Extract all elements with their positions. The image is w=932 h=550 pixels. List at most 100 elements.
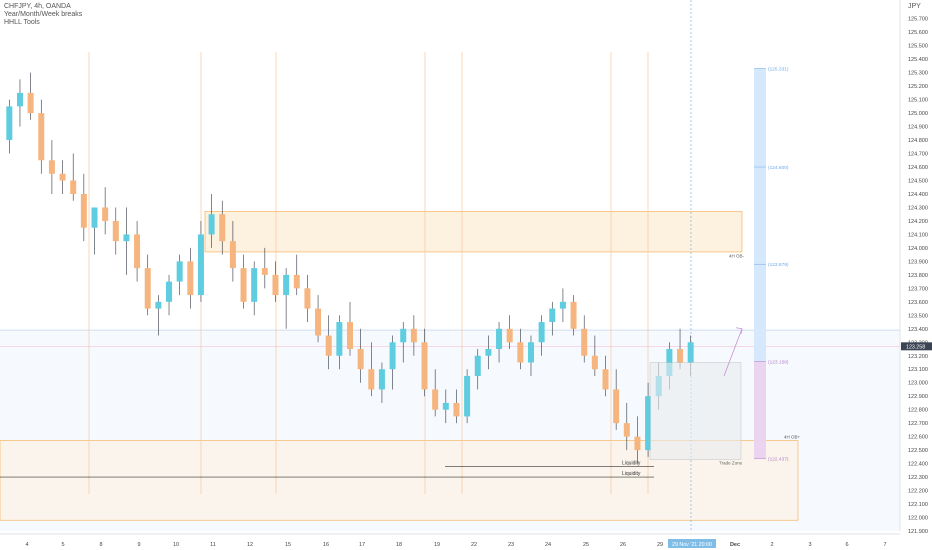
candle-body xyxy=(272,274,279,296)
y-tick-label: 125.500 xyxy=(908,44,928,50)
candle xyxy=(219,200,226,255)
candle xyxy=(6,99,13,154)
x-tick-label: 10 xyxy=(173,542,179,548)
candle xyxy=(336,315,343,370)
x-tick-label: 24 xyxy=(545,542,551,548)
candle-body xyxy=(283,274,290,296)
y-tick-label: 122.800 xyxy=(908,408,928,414)
candle-body xyxy=(570,301,577,329)
y-tick-label: 122.300 xyxy=(908,475,928,481)
x-tick-label: 15 xyxy=(285,542,291,548)
ob-upper-label: 4H OB- xyxy=(729,254,745,259)
level-label-level_stop: (122.437) xyxy=(768,457,789,463)
y-tick-label: 124.300 xyxy=(908,205,928,211)
candle xyxy=(517,328,524,370)
y-tick-label: 124.100 xyxy=(908,232,928,238)
indicator-breaks[interactable]: Year/Month/Week breaks xyxy=(4,11,83,18)
candle-body xyxy=(123,234,130,242)
candle-body xyxy=(634,436,641,451)
candle xyxy=(421,328,428,397)
x-tick-label: 23 xyxy=(508,542,514,548)
x-tick-label: Dec xyxy=(730,542,740,548)
x-tick-label: 2 xyxy=(770,542,773,548)
candle-body xyxy=(645,396,652,451)
x-tick-label: 12 xyxy=(247,542,253,548)
y-tick-label: 123.000 xyxy=(908,381,928,387)
candle-body xyxy=(219,214,226,242)
candle xyxy=(538,315,545,356)
candle-body xyxy=(432,389,439,410)
candle-body xyxy=(400,328,407,343)
candle xyxy=(325,315,332,370)
candle xyxy=(197,220,204,302)
candle xyxy=(506,315,513,350)
y-tick-label: 125.300 xyxy=(908,71,928,77)
y-tick-label: 121.900 xyxy=(908,529,928,535)
candle-body xyxy=(27,92,34,114)
candle-body xyxy=(368,369,375,390)
candle-body xyxy=(261,268,268,275)
price-tag xyxy=(901,342,932,351)
candle xyxy=(16,79,23,127)
candle xyxy=(187,247,194,309)
candle xyxy=(144,254,151,316)
candle xyxy=(645,382,652,457)
chart-legend[interactable]: CHFJPY, 4h, OANDA Year/Month/Week breaks… xyxy=(4,3,82,27)
x-tick-label: 3 xyxy=(808,542,811,548)
candle xyxy=(400,322,407,363)
x-tick-label: 4 xyxy=(25,542,28,548)
candle xyxy=(166,274,173,316)
x-tick-label: 7 xyxy=(883,542,886,548)
candle xyxy=(347,301,353,356)
candle xyxy=(315,295,322,343)
candle xyxy=(527,335,534,376)
ob-lower-label: 4H OB+ xyxy=(784,435,801,440)
candle-body xyxy=(357,349,364,370)
candle xyxy=(442,389,449,424)
level-label-level_2: (124.600) xyxy=(768,165,789,171)
x-tick-label: 17 xyxy=(359,542,365,548)
candle xyxy=(80,173,87,242)
candle-body xyxy=(315,308,322,336)
candle xyxy=(496,322,503,363)
candle xyxy=(368,342,375,397)
candle-body xyxy=(517,342,524,363)
candle xyxy=(357,328,364,383)
candle-body xyxy=(453,402,460,417)
candle xyxy=(581,315,588,363)
candle-body xyxy=(677,349,684,363)
candle xyxy=(48,140,55,194)
level-label-level_top: (125.331) xyxy=(768,66,789,72)
y-tick-label: 125.400 xyxy=(908,57,928,63)
candle xyxy=(112,207,119,255)
y-tick-label: 123.900 xyxy=(908,259,928,265)
y-tick-label: 124.000 xyxy=(908,246,928,252)
candle xyxy=(59,160,66,194)
candle xyxy=(389,335,396,390)
candle xyxy=(474,349,481,390)
y-tick-label: 124.200 xyxy=(908,219,928,225)
x-tick-label: 16 xyxy=(323,542,329,548)
candle-body xyxy=(581,328,588,356)
level-label-level_3: (123.879) xyxy=(768,262,789,268)
indicator-hhll[interactable]: HHLL Tools xyxy=(4,19,40,26)
candle-body xyxy=(538,322,545,343)
candle-body xyxy=(48,160,55,174)
x-tick-label: 8 xyxy=(99,542,102,548)
candle-body xyxy=(112,220,119,242)
candle xyxy=(261,247,268,289)
candle-body xyxy=(187,261,194,296)
candle-body xyxy=(506,328,513,343)
candle-body xyxy=(474,355,481,376)
x-tick-label: 25 xyxy=(583,542,589,548)
trade-zone-label: Trade Zone xyxy=(719,461,743,466)
candle-body xyxy=(134,234,141,269)
candle xyxy=(432,369,439,417)
candle-body xyxy=(347,322,353,350)
candle-body xyxy=(687,342,694,363)
candle xyxy=(453,389,460,424)
candle xyxy=(91,207,98,255)
y-tick-label: 125.000 xyxy=(908,111,928,117)
candle-body xyxy=(559,301,566,309)
